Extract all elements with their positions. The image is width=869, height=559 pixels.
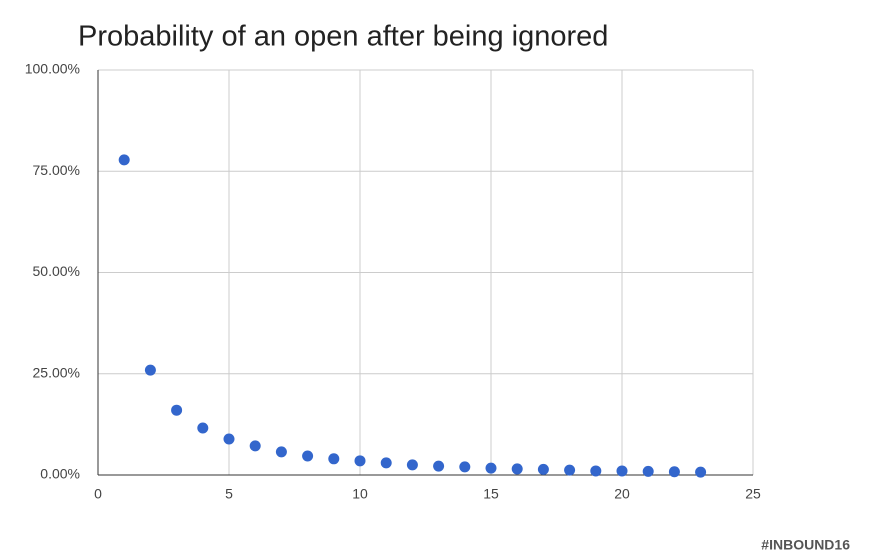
point <box>328 453 340 465</box>
annotation: #INBOUND16 <box>761 537 850 553</box>
point <box>642 465 654 477</box>
point <box>223 433 235 445</box>
point <box>354 455 366 467</box>
point <box>537 463 549 475</box>
point <box>249 440 261 452</box>
chart-title: Probability of an open after being ignor… <box>78 21 608 53</box>
x-tick-label: 0 <box>94 486 102 502</box>
y-tick-label: 100.00% <box>25 61 80 77</box>
point <box>485 462 497 474</box>
point <box>380 457 392 469</box>
x-tick-label: 5 <box>225 486 233 502</box>
point <box>144 364 156 376</box>
point <box>459 461 471 473</box>
point <box>433 460 445 472</box>
x-tick-label: 15 <box>483 486 499 502</box>
point <box>616 465 628 477</box>
point <box>275 446 287 458</box>
y-tick-label: 50.00% <box>33 263 80 279</box>
y-tick-label: 25.00% <box>33 364 80 380</box>
point <box>197 422 209 434</box>
point <box>564 464 576 476</box>
point <box>118 154 130 166</box>
point <box>171 404 183 416</box>
point <box>511 463 523 475</box>
point <box>406 459 418 471</box>
x-tick-label: 20 <box>614 486 630 502</box>
point <box>590 465 602 477</box>
x-tick-label: 10 <box>352 486 368 502</box>
x-tick-label: 25 <box>745 486 761 502</box>
y-tick-label: 75.00% <box>33 162 80 178</box>
point <box>668 466 680 478</box>
point <box>695 466 707 478</box>
y-tick-label: 0.00% <box>40 466 80 482</box>
point <box>302 450 314 462</box>
